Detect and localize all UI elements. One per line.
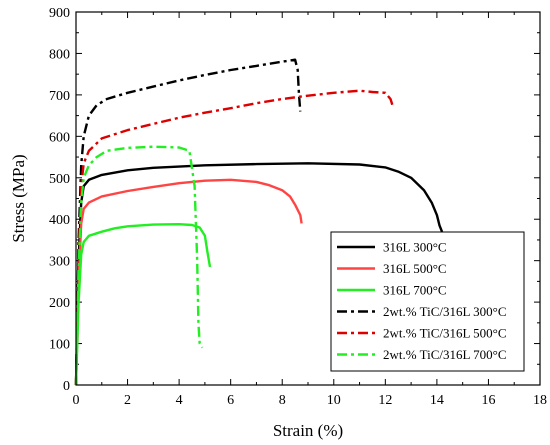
x-tick-label: 16 [481, 393, 495, 408]
x-axis-title: Strain (%) [273, 421, 343, 440]
legend-label: 316L 700°C [383, 283, 447, 298]
y-tick-label: 500 [49, 172, 70, 187]
legend-label: 2wt.% TiC/316L 300°C [383, 304, 507, 319]
legend-label: 2wt.% TiC/316L 500°C [383, 326, 507, 341]
x-tick-label: 8 [279, 393, 286, 408]
legend-label: 316L 300°C [383, 240, 447, 255]
series-line-6 [74, 145, 204, 386]
y-axis-title: Stress (MPa) [9, 154, 28, 242]
y-tick-label: 600 [49, 130, 70, 145]
y-tick-label: 800 [49, 47, 70, 62]
legend-box [330, 231, 525, 372]
y-tick-label: 200 [49, 296, 70, 311]
y-tick-label: 100 [49, 338, 70, 353]
x-tick-label: 18 [533, 393, 547, 408]
x-tick-label: 6 [227, 393, 234, 408]
series-line-3 [74, 223, 212, 386]
y-tick-label: 400 [49, 213, 70, 228]
series-line-1 [74, 162, 444, 386]
series-line-5 [74, 89, 395, 386]
x-tick-label: 14 [430, 393, 444, 408]
legend-label: 316L 500°C [383, 261, 447, 276]
y-tick-label: 900 [49, 6, 70, 21]
series-line-2 [74, 178, 303, 386]
plot-frame [75, 11, 541, 386]
legend: 316L 300°C 316L 500°C 316L 700°C 2wt.% TiC/… [330, 231, 525, 372]
x-tick-label: 2 [124, 393, 131, 408]
y-tick-label: 300 [49, 255, 70, 270]
series-layer [74, 58, 444, 386]
axis-ticks: 0 2 4 6 8 10 12 14 16 18 0 100 200 300 400 500 600 700 800… [49, 6, 547, 408]
x-tick-label: 4 [176, 393, 183, 408]
x-tick-label: 10 [327, 393, 341, 408]
x-tick-label: 12 [378, 393, 392, 408]
x-tick-label: 0 [73, 393, 80, 408]
legend-label: 2wt.% TiC/316L 700°C [383, 347, 507, 362]
series-line-4 [74, 58, 302, 386]
y-tick-label: 0 [63, 379, 70, 394]
y-tick-label: 700 [49, 89, 70, 104]
